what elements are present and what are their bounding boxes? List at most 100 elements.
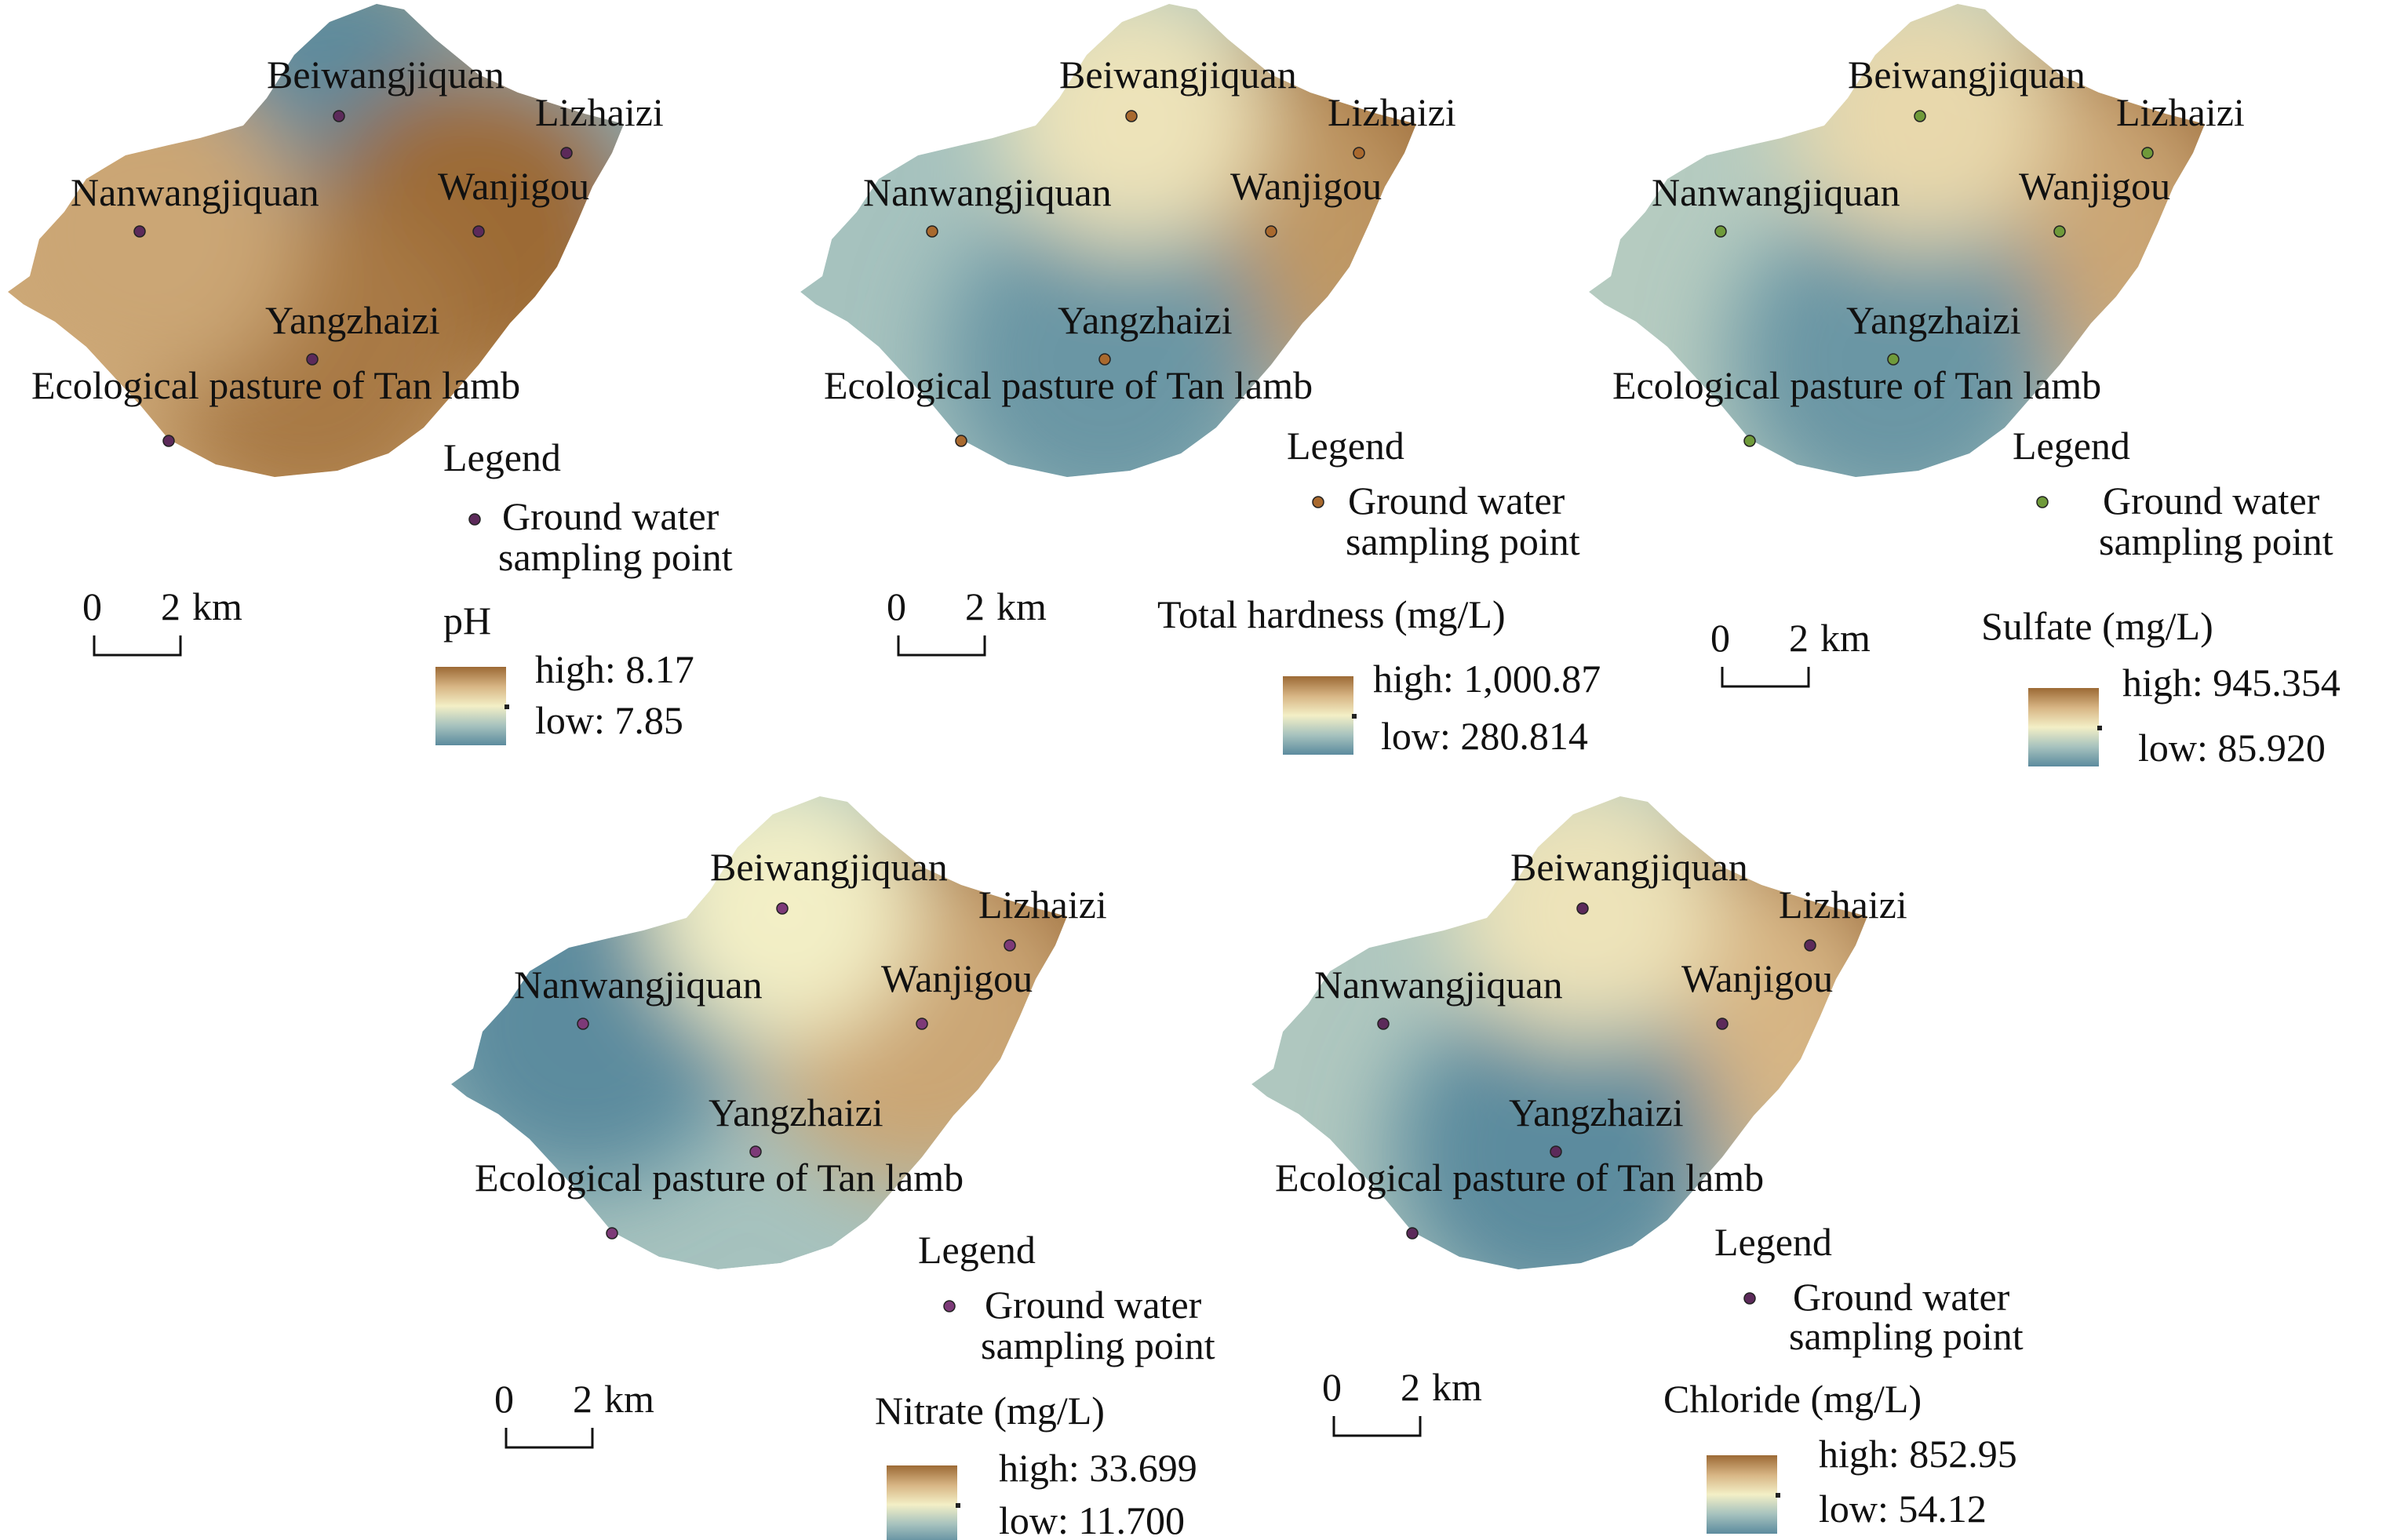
legend-point-symbol bbox=[468, 513, 481, 526]
ramp-low-label: low: 85.920 bbox=[2138, 726, 2326, 770]
site-label-nanwangjiquan: Nanwangjiquan bbox=[514, 963, 763, 1007]
ramp-title-hardness: Total hardness (mg/L) bbox=[1157, 592, 1506, 636]
scale-bar: 0 2 km bbox=[1710, 616, 1871, 688]
legend-title: Legend bbox=[918, 1228, 1036, 1272]
sampling-point-yangzhaizi bbox=[749, 1145, 762, 1158]
site-label-beiwangjiquan: Beiwangjiquan bbox=[710, 845, 948, 889]
ramp-high-label: high: 8.17 bbox=[535, 647, 694, 691]
site-label-ecological_pasture: Ecological pasture of Tan lamb bbox=[31, 363, 520, 407]
sampling-point-ecological_pasture bbox=[1406, 1227, 1419, 1240]
scale-unit: km bbox=[192, 584, 242, 628]
scale-two: 2 bbox=[161, 584, 180, 628]
scale-line bbox=[93, 635, 182, 657]
sampling-point-wanjigou bbox=[2053, 225, 2066, 238]
ramp-title-chloride: Chloride (mg/L) bbox=[1663, 1377, 1922, 1421]
legend-point-label: Ground water bbox=[1348, 479, 1565, 522]
site-label-nanwangjiquan: Nanwangjiquan bbox=[1314, 963, 1563, 1007]
ramp-low-label: low: 11.700 bbox=[999, 1498, 1185, 1540]
sampling-point-yangzhaizi bbox=[306, 353, 319, 366]
sampling-point-wanjigou bbox=[1716, 1018, 1729, 1030]
scale-two: 2 bbox=[965, 584, 985, 628]
site-label-nanwangjiquan: Nanwangjiquan bbox=[71, 170, 319, 214]
color-ramp bbox=[2028, 688, 2099, 766]
sampling-point-lizhaizi bbox=[2141, 147, 2154, 159]
legend-title: Legend bbox=[1714, 1220, 1832, 1264]
site-label-nanwangjiquan: Nanwangjiquan bbox=[863, 170, 1112, 214]
sampling-point-nanwangjiquan bbox=[1714, 225, 1727, 238]
sampling-point-ecological_pasture bbox=[162, 435, 175, 447]
color-ramp bbox=[1283, 676, 1353, 755]
scale-zero: 0 bbox=[1710, 616, 1730, 660]
scale-zero: 0 bbox=[494, 1377, 514, 1421]
legend-point-label: Ground water bbox=[985, 1283, 1202, 1327]
legend-title: Legend bbox=[1287, 424, 1404, 468]
legend-point-label: Ground water bbox=[2103, 479, 2320, 522]
ramp-high-label: high: 852.95 bbox=[1819, 1432, 2017, 1476]
site-label-yangzhaizi: Yangzhaizi bbox=[1058, 298, 1233, 342]
legend-point-symbol bbox=[943, 1300, 956, 1312]
sampling-point-nanwangjiquan bbox=[133, 225, 146, 238]
legend-point-label-2: sampling point bbox=[981, 1323, 1215, 1367]
legend-point-label: Ground water bbox=[502, 494, 719, 538]
ramp-tick bbox=[1352, 714, 1357, 719]
site-label-yangzhaizi: Yangzhaizi bbox=[1846, 298, 2021, 342]
ramp-high-label: high: 1,000.87 bbox=[1373, 657, 1601, 701]
map-panel-ph: Beiwangjiquan Lizhaizi Nanwangjiquan Wanjig… bbox=[8, 4, 733, 745]
sampling-point-beiwangjiquan bbox=[776, 902, 789, 915]
sampling-point-wanjigou bbox=[916, 1018, 928, 1030]
scale-zero: 0 bbox=[1322, 1365, 1342, 1409]
ramp-low-label: low: 54.12 bbox=[1819, 1487, 1987, 1531]
ramp-tick bbox=[956, 1503, 960, 1508]
scale-unit: km bbox=[1820, 616, 1871, 660]
ramp-tick bbox=[1776, 1493, 1780, 1498]
legend-point-label-2: sampling point bbox=[1789, 1314, 2024, 1358]
site-label-beiwangjiquan: Beiwangjiquan bbox=[1059, 53, 1297, 96]
site-label-lizhaizi: Lizhaizi bbox=[535, 90, 664, 134]
legend-title: Legend bbox=[2013, 424, 2130, 468]
sampling-point-nanwangjiquan bbox=[926, 225, 938, 238]
scale-two: 2 bbox=[1789, 616, 1809, 660]
site-label-beiwangjiquan: Beiwangjiquan bbox=[267, 53, 505, 96]
site-label-yangzhaizi: Yangzhaizi bbox=[709, 1090, 883, 1134]
ramp-high-label: high: 33.699 bbox=[999, 1446, 1197, 1490]
scale-unit: km bbox=[996, 584, 1047, 628]
sampling-point-ecological_pasture bbox=[955, 435, 967, 447]
site-label-wanjigou: Wanjigou bbox=[1681, 956, 1833, 1000]
sampling-point-beiwangjiquan bbox=[1125, 110, 1138, 122]
site-label-lizhaizi: Lizhaizi bbox=[1328, 90, 1456, 134]
site-label-ecological_pasture: Ecological pasture of Tan lamb bbox=[475, 1156, 964, 1200]
sampling-point-lizhaizi bbox=[1804, 939, 1816, 952]
site-label-beiwangjiquan: Beiwangjiquan bbox=[1510, 845, 1748, 889]
sampling-point-beiwangjiquan bbox=[1914, 110, 1926, 122]
site-label-yangzhaizi: Yangzhaizi bbox=[1509, 1090, 1684, 1134]
legend-point-label: Ground water bbox=[1793, 1275, 2010, 1319]
site-label-wanjigou: Wanjigou bbox=[1230, 164, 1382, 208]
sampling-point-yangzhaizi bbox=[1550, 1145, 1562, 1158]
sampling-point-ecological_pasture bbox=[1743, 435, 1756, 447]
scale-line bbox=[1721, 667, 1810, 688]
sampling-point-beiwangjiquan bbox=[1576, 902, 1589, 915]
scale-bar: 0 2 km bbox=[494, 1377, 654, 1449]
scale-two: 2 bbox=[573, 1377, 592, 1421]
sampling-point-wanjigou bbox=[1265, 225, 1277, 238]
scale-zero: 0 bbox=[887, 584, 906, 628]
color-ramp bbox=[1707, 1455, 1777, 1534]
legend-point-symbol bbox=[1743, 1292, 1756, 1305]
sampling-point-nanwangjiquan bbox=[1377, 1018, 1390, 1030]
sampling-point-yangzhaizi bbox=[1887, 353, 1900, 366]
site-label-lizhaizi: Lizhaizi bbox=[1779, 883, 1907, 927]
site-label-yangzhaizi: Yangzhaizi bbox=[265, 298, 440, 342]
sampling-point-wanjigou bbox=[472, 225, 485, 238]
scale-two: 2 bbox=[1401, 1365, 1420, 1409]
scale-zero: 0 bbox=[82, 584, 102, 628]
site-label-wanjigou: Wanjigou bbox=[2019, 164, 2170, 208]
ramp-low-label: low: 7.85 bbox=[535, 698, 683, 742]
scale-line bbox=[505, 1428, 594, 1449]
ramp-title-nitrate: Nitrate (mg/L) bbox=[875, 1389, 1105, 1433]
ramp-title-sulfate: Sulfate (mg/L) bbox=[1981, 604, 2213, 648]
scale-bar: 0 2 km bbox=[82, 584, 242, 657]
site-label-nanwangjiquan: Nanwangjiquan bbox=[1652, 170, 1900, 214]
map-panel-chloride: Beiwangjiquan Lizhaizi Nanwangjiquan Wanjig… bbox=[1251, 796, 2024, 1534]
site-label-ecological_pasture: Ecological pasture of Tan lamb bbox=[824, 363, 1313, 407]
